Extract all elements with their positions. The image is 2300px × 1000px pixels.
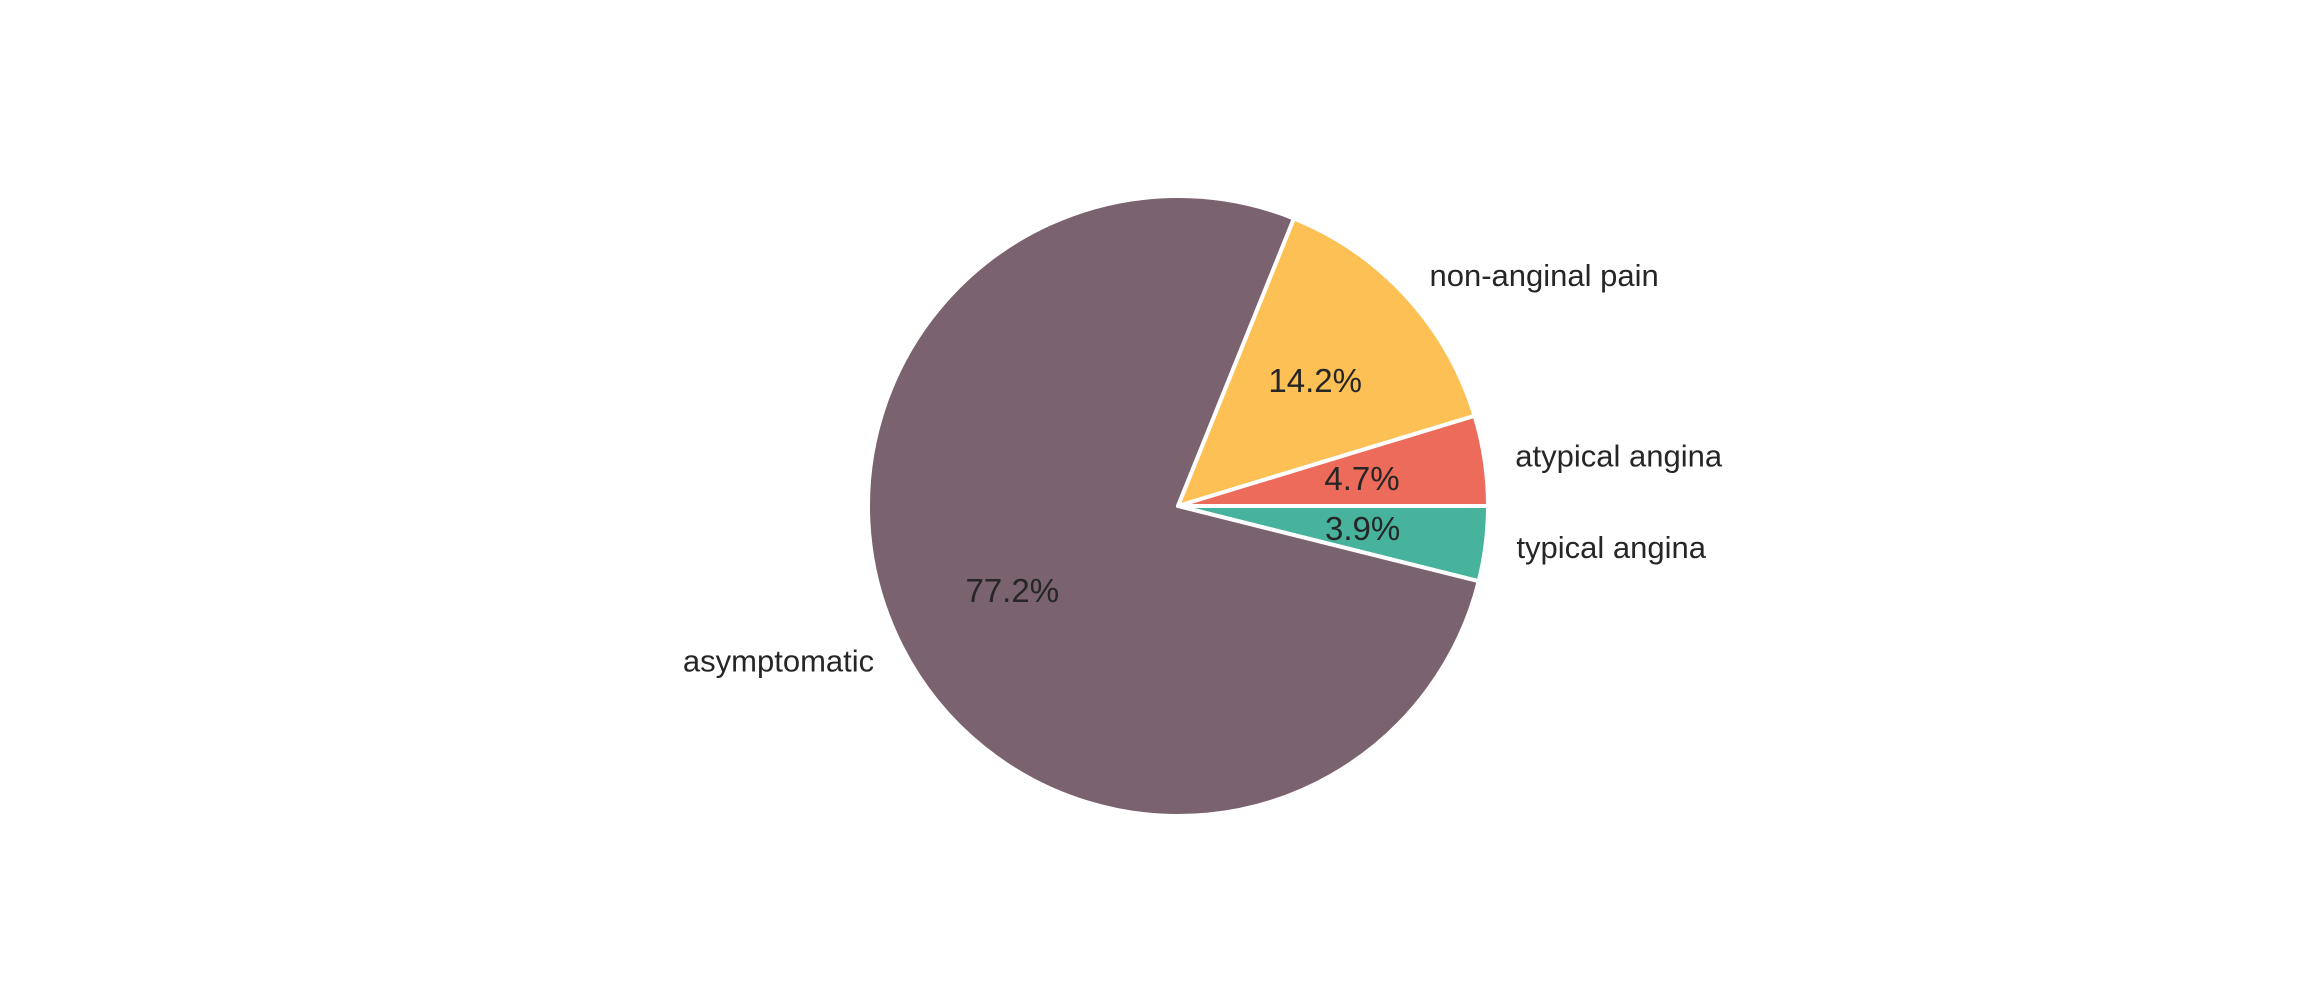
slice-label-atypical-angina: atypical angina xyxy=(1515,438,1723,473)
slice-percent-atypical-angina: 4.7% xyxy=(1324,460,1399,497)
labels-layer: typical angina 3.9% asymptomatic 77.2% non-a… xyxy=(683,258,1723,678)
pie-slice-asymptomatic xyxy=(866,194,1481,818)
slice-percent-non-anginal-pain: 14.2% xyxy=(1268,362,1362,399)
slice-label-typical-angina: typical angina xyxy=(1516,530,1706,565)
pie-slice-non-anginal-pain xyxy=(1176,216,1477,508)
slices-layer xyxy=(866,194,1490,818)
slice-percent-asymptomatic: 77.2% xyxy=(965,572,1059,609)
pie-slice-atypical-angina xyxy=(1176,413,1490,508)
slice-label-asymptomatic: asymptomatic xyxy=(683,643,874,678)
slice-percent-typical-angina: 3.9% xyxy=(1325,510,1400,547)
slice-label-non-anginal-pain: non-anginal pain xyxy=(1429,258,1658,293)
